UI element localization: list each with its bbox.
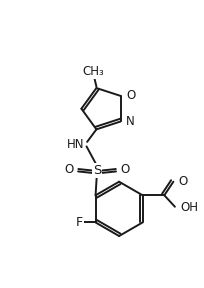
Text: S: S (92, 164, 101, 177)
Text: O: O (64, 162, 73, 176)
Text: O: O (177, 175, 186, 187)
Text: HN: HN (66, 137, 84, 151)
Text: OH: OH (180, 201, 197, 214)
Text: F: F (75, 216, 82, 229)
Text: CH₃: CH₃ (82, 65, 104, 78)
Text: O: O (125, 90, 135, 103)
Text: N: N (125, 115, 134, 128)
Text: O: O (120, 162, 129, 176)
